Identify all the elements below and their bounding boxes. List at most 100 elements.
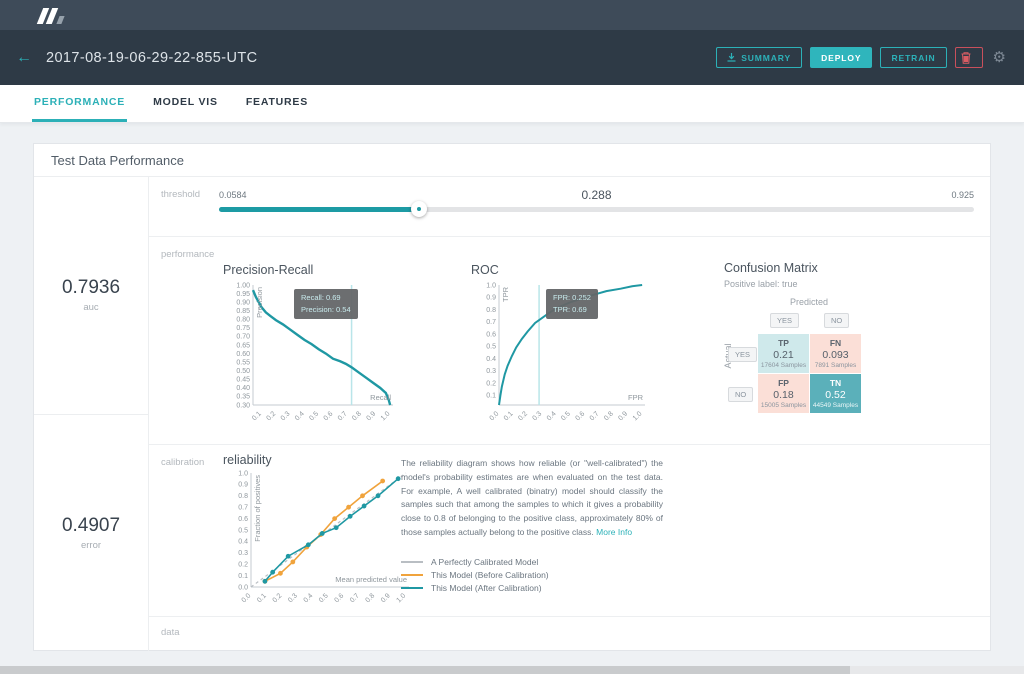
after-line-swatch — [401, 586, 423, 589]
tab-performance[interactable]: PERFORMANCE — [32, 85, 128, 122]
reliability-plot[interactable]: 1.0 0.9 0.8 0.7 0.6 0.5 0.4 0.3 0.2 0.1 0.0 0.0 0.1 0… — [211, 467, 421, 613]
svg-text:1.0: 1.0 — [395, 592, 407, 604]
svg-text:0.8: 0.8 — [351, 410, 363, 422]
tn-cell: TN 0.52 44549 Samples — [810, 374, 861, 413]
card-title: Test Data Performance — [34, 144, 990, 177]
tp-samples: 17604 Samples — [760, 362, 807, 369]
scrollbar-thumb[interactable] — [0, 666, 850, 674]
fn-value: 0.093 — [822, 349, 849, 361]
svg-text:0.9: 0.9 — [380, 592, 392, 604]
data-section: data — [149, 616, 990, 651]
svg-text:0.0: 0.0 — [238, 584, 248, 591]
svg-text:0.9: 0.9 — [617, 410, 629, 422]
svg-text:FPR: FPR — [628, 393, 644, 402]
predicted-no-chip[interactable]: NO — [824, 313, 850, 328]
retrain-button[interactable]: RETRAIN — [880, 47, 947, 68]
actual-no-chip[interactable]: NO — [728, 387, 754, 402]
svg-text:0.5: 0.5 — [486, 344, 496, 351]
fp-samples: 15005 Samples — [760, 402, 807, 409]
threshold-min-value: 0.0584 — [219, 190, 247, 200]
svg-text:0.6: 0.6 — [334, 592, 346, 604]
app-logo-icon — [36, 7, 65, 24]
slider-handle[interactable] — [411, 201, 428, 217]
svg-text:0.0: 0.0 — [241, 592, 253, 604]
svg-text:1.0: 1.0 — [238, 470, 248, 477]
fn-cell: FN 0.093 7891 Samples — [810, 334, 861, 373]
tooltip-recall-line: Recall: 0.69 — [301, 293, 341, 302]
svg-text:0.1: 0.1 — [486, 393, 496, 400]
tab-performance-label: PERFORMANCE — [34, 96, 126, 108]
svg-text:0.9: 0.9 — [238, 482, 248, 489]
legend-item-before: This Model (Before Calibration) — [401, 568, 549, 581]
svg-text:0.70: 0.70 — [236, 334, 250, 341]
tn-name: TN — [829, 378, 842, 388]
summary-button-label: SUMMARY — [741, 52, 792, 63]
svg-text:0.7: 0.7 — [589, 410, 601, 422]
roc-chart: ROC 1.0 0.9 0.8 0.7 0.6 0.5 0.4 0.3 0.2 0.1 0.0 0.1… — [471, 263, 653, 435]
svg-text:0.8: 0.8 — [238, 493, 248, 500]
svg-text:0.75: 0.75 — [236, 325, 250, 332]
svg-text:1.0: 1.0 — [380, 410, 392, 422]
trash-icon — [961, 51, 971, 64]
precision-recall-plot[interactable]: 1.00 0.95 0.90 0.85 0.80 0.75 0.70 0.65 0.60 0.55… — [223, 279, 401, 435]
auc-value: 0.7936 — [61, 277, 121, 299]
actual-yes-chip[interactable]: YES — [728, 347, 758, 362]
svg-text:0.8: 0.8 — [486, 307, 496, 314]
error-stat: 0.4907 error — [34, 415, 148, 652]
svg-text:0.4: 0.4 — [546, 410, 558, 422]
svg-text:0.1: 0.1 — [503, 410, 515, 422]
deploy-button[interactable]: DEPLOY — [810, 47, 873, 68]
svg-text:0.6: 0.6 — [238, 516, 248, 523]
svg-text:0.90: 0.90 — [236, 299, 250, 306]
roc-title: ROC — [471, 263, 499, 277]
reliability-legend: A Perfectly Calibrated Model This Model … — [401, 555, 549, 594]
tn-value: 0.52 — [825, 389, 846, 401]
horizontal-scrollbar[interactable] — [0, 666, 1024, 674]
predicted-yes-chip[interactable]: YES — [770, 313, 800, 328]
svg-text:0.6: 0.6 — [486, 331, 496, 338]
confusion-matrix: Confusion Matrix Positive label: true Pr… — [711, 261, 881, 441]
svg-text:0.35: 0.35 — [236, 394, 250, 401]
svg-text:0.2: 0.2 — [238, 562, 248, 569]
svg-text:0.3: 0.3 — [287, 592, 299, 604]
tab-model-vis[interactable]: MODEL VIS — [151, 85, 220, 122]
slider-track[interactable] — [219, 201, 974, 217]
svg-text:0.3: 0.3 — [486, 368, 496, 375]
svg-text:0.7: 0.7 — [349, 592, 361, 604]
svg-text:0.1: 0.1 — [256, 592, 268, 604]
tab-features[interactable]: FEATURES — [244, 85, 310, 122]
threshold-slider: 0.0584 0.288 0.925 — [219, 177, 974, 236]
fp-cell: FP 0.18 15005 Samples — [758, 374, 809, 413]
svg-text:0.95: 0.95 — [236, 291, 250, 298]
back-arrow-icon[interactable]: ← — [16, 48, 32, 66]
fp-name: FP — [778, 378, 789, 388]
svg-text:Mean predicted value: Mean predicted value — [335, 575, 407, 584]
svg-text:0.80: 0.80 — [236, 317, 250, 324]
content-column: threshold 0.0584 0.288 0.925 performance… — [149, 177, 990, 651]
positive-label-subtitle: Positive label: true — [724, 279, 798, 289]
settings-gear-icon[interactable]: ⚙ — [992, 48, 1006, 66]
summary-button[interactable]: SUMMARY — [716, 47, 803, 68]
reliability-chart: 1.0 0.9 0.8 0.7 0.6 0.5 0.4 0.3 0.2 0.1 0.0 0.0 0.1 0… — [211, 467, 421, 613]
more-info-link[interactable]: More Info — [596, 526, 633, 537]
confusion-matrix-grid: TP 0.21 17604 Samples FN 0.093 7891 Samp… — [758, 334, 861, 413]
svg-text:0.40: 0.40 — [236, 385, 250, 392]
legend-after-label: This Model (After Calibration) — [431, 582, 542, 593]
legend-item-perfect: A Perfectly Calibrated Model — [401, 555, 549, 568]
error-label: error — [80, 539, 102, 551]
precision-recall-tooltip: Recall: 0.69 Precision: 0.54 — [294, 289, 358, 319]
delete-button[interactable] — [954, 47, 983, 68]
perfect-line-swatch — [401, 560, 423, 563]
tooltip-tpr-line: TPR: 0.69 — [553, 305, 587, 314]
svg-text:0.5: 0.5 — [308, 410, 320, 422]
svg-text:0.65: 0.65 — [236, 342, 250, 349]
svg-text:0.2: 0.2 — [265, 410, 277, 422]
threshold-max-value: 0.925 — [951, 190, 974, 200]
tab-model-vis-label: MODEL VIS — [153, 96, 218, 108]
auc-label: auc — [83, 302, 99, 314]
precision-recall-chart: Precision-Recall 1.00 0.95 0.90 0.85 0.80 0.7… — [223, 263, 401, 435]
roc-plot[interactable]: 1.0 0.9 0.8 0.7 0.6 0.5 0.4 0.3 0.2 0.1 0.0 0.1 0.2 0… — [471, 279, 653, 435]
svg-text:0.7: 0.7 — [238, 505, 248, 512]
svg-text:0.7: 0.7 — [337, 410, 349, 422]
download-icon — [727, 53, 736, 62]
